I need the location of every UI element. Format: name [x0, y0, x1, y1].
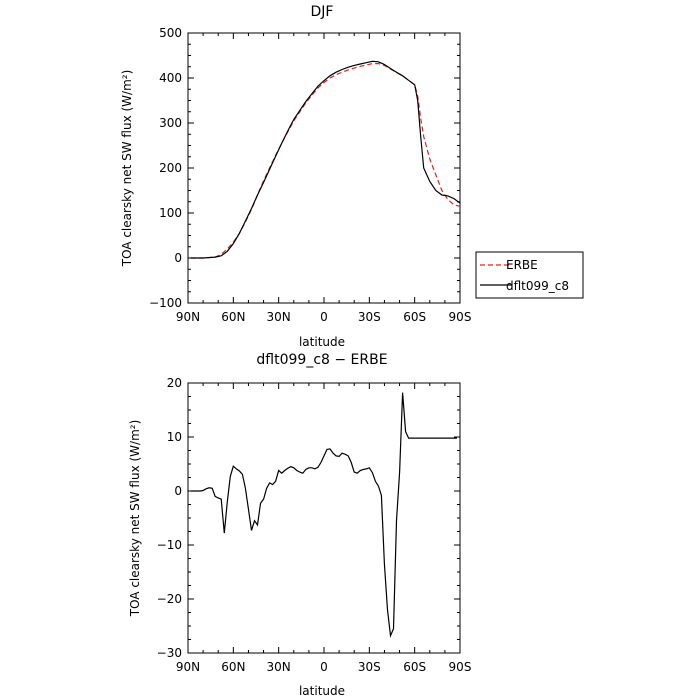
bottom-x-tick-label: 60S	[403, 660, 426, 674]
bottom-series-line-difference	[191, 392, 457, 639]
top-y-tick-label: 500	[159, 26, 182, 40]
bottom-ticks: 90N 60N 30N 0 30S 60S 90S −30 −20 −10 0 10 20	[157, 376, 472, 674]
top-y-tick-label: −100	[149, 296, 182, 310]
top-y-tick-label: 300	[159, 116, 182, 130]
top-series	[191, 60, 461, 259]
bottom-series	[191, 392, 457, 639]
top-x-tick-label: 90S	[449, 310, 472, 324]
top-y-tick-label: 400	[159, 71, 182, 85]
top-x-axis-title: latitude	[299, 335, 345, 349]
top-ticks: 90N 60N 30N 0 30S 60S 90S −100 0 100 200 300 400 500	[149, 26, 471, 324]
legend: ERBE dflt099_c8	[475, 251, 584, 299]
bottom-x-tick-label: 30S	[358, 660, 381, 674]
top-series-line-dflt099-c8	[191, 60, 461, 259]
bottom-x-tick-label: 0	[320, 660, 328, 674]
bottom-x-tick-label: 60N	[221, 660, 245, 674]
bottom-y-tick-label: −10	[157, 538, 182, 552]
bottom-y-tick-label: −20	[157, 592, 182, 606]
legend-box	[475, 251, 584, 299]
top-plot-frame	[187, 32, 461, 304]
top-y-axis-title: TOA clearsky net SW flux (W/m²)	[120, 70, 134, 268]
bottom-y-tick-label: −30	[157, 646, 182, 660]
bottom-plot-title: dflt099_c8 − ERBE	[256, 352, 387, 368]
bottom-y-tick-label: 10	[167, 430, 182, 444]
top-x-tick-label: 60S	[403, 310, 426, 324]
bottom-y-tick-label: 20	[167, 376, 182, 390]
top-y-tick-label: 100	[159, 206, 182, 220]
top-y-tick-label: 0	[174, 251, 182, 265]
bottom-x-axis-title: latitude	[299, 684, 345, 698]
legend-label-model: dflt099_c8	[506, 279, 569, 293]
bottom-x-tick-label: 90S	[449, 660, 472, 674]
top-x-tick-label: 60N	[221, 310, 245, 324]
top-series-line-erbe	[191, 62, 461, 259]
bottom-plot-frame	[187, 382, 461, 654]
legend-label-erbe: ERBE	[506, 258, 538, 272]
top-x-tick-label: 30S	[358, 310, 381, 324]
top-x-tick-label: 30N	[267, 310, 291, 324]
bottom-y-tick-label: 0	[174, 484, 182, 498]
top-y-tick-label: 200	[159, 161, 182, 175]
top-plot-title: DJF	[311, 4, 334, 20]
bottom-panel: dflt099_c8 − ERBE latitude TOA clearsky …	[128, 352, 471, 698]
bottom-x-tick-label: 30N	[267, 660, 291, 674]
top-x-tick-label: 90N	[176, 310, 200, 324]
bottom-y-axis-title: TOA clearsky net SW flux (W/m²)	[128, 420, 142, 618]
top-panel: DJF latitude TOA clearsky net SW flux (W…	[120, 4, 471, 349]
bottom-x-tick-label: 90N	[176, 660, 200, 674]
top-x-tick-label: 0	[320, 310, 328, 324]
